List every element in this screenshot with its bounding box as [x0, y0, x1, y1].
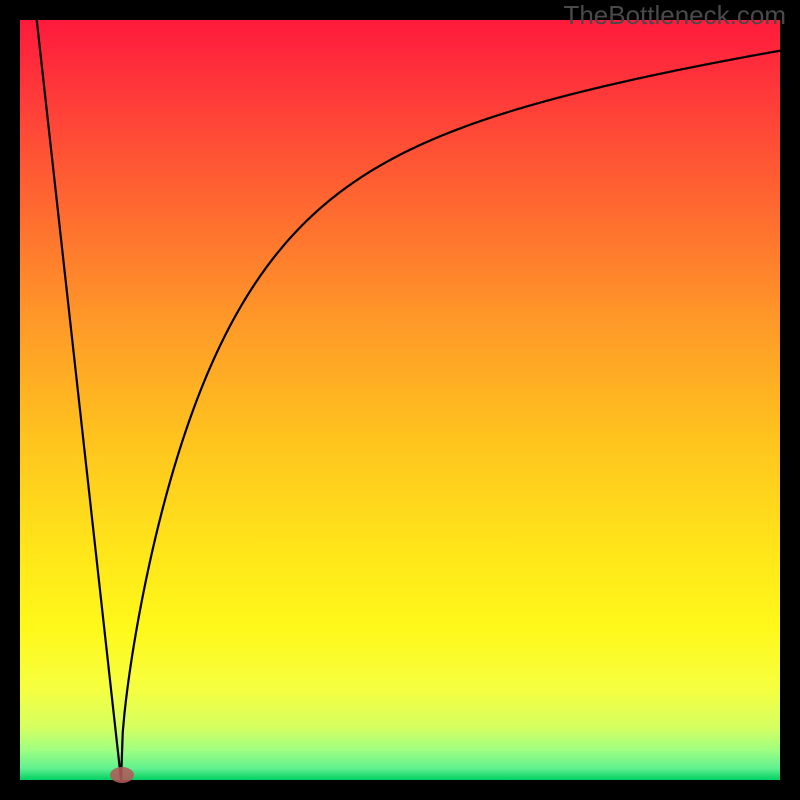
- chart-curve-layer: [0, 0, 800, 800]
- bottleneck-curve: [37, 20, 780, 780]
- watermark-text: TheBottleneck.com: [563, 0, 786, 31]
- chart-container: TheBottleneck.com: [0, 0, 800, 800]
